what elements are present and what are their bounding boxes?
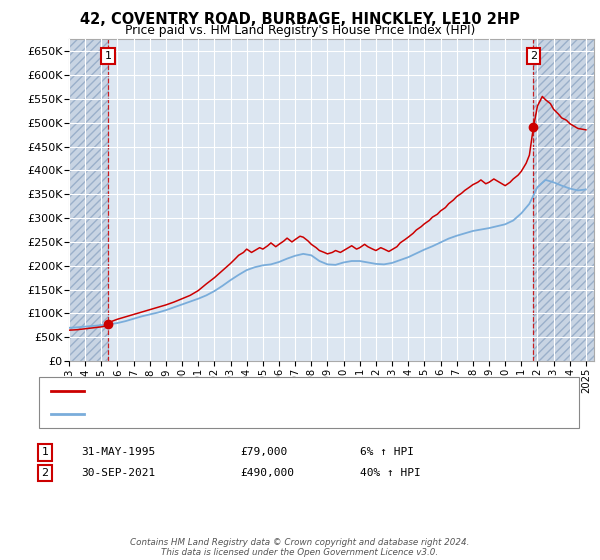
Text: 30-SEP-2021: 30-SEP-2021 — [81, 468, 155, 478]
Text: Contains HM Land Registry data © Crown copyright and database right 2024.
This d: Contains HM Land Registry data © Crown c… — [130, 538, 470, 557]
Text: 1: 1 — [104, 51, 112, 61]
Text: 2: 2 — [530, 51, 537, 61]
Bar — [69, 39, 108, 361]
Text: 1: 1 — [41, 447, 49, 458]
Text: 42, COVENTRY ROAD, BURBAGE, HINCKLEY, LE10 2HP: 42, COVENTRY ROAD, BURBAGE, HINCKLEY, LE… — [80, 12, 520, 27]
Text: 2: 2 — [41, 468, 49, 478]
Text: £490,000: £490,000 — [240, 468, 294, 478]
Text: 6% ↑ HPI: 6% ↑ HPI — [360, 447, 414, 458]
Text: Price paid vs. HM Land Registry's House Price Index (HPI): Price paid vs. HM Land Registry's House … — [125, 24, 475, 37]
Text: 42, COVENTRY ROAD, BURBAGE, HINCKLEY, LE10 2HP (detached house): 42, COVENTRY ROAD, BURBAGE, HINCKLEY, LE… — [90, 386, 465, 396]
Text: 40% ↑ HPI: 40% ↑ HPI — [360, 468, 421, 478]
Bar — [533, 39, 594, 361]
Text: HPI: Average price, detached house, Hinckley and Bosworth: HPI: Average price, detached house, Hinc… — [90, 409, 403, 419]
Text: 31-MAY-1995: 31-MAY-1995 — [81, 447, 155, 458]
Text: £79,000: £79,000 — [240, 447, 287, 458]
